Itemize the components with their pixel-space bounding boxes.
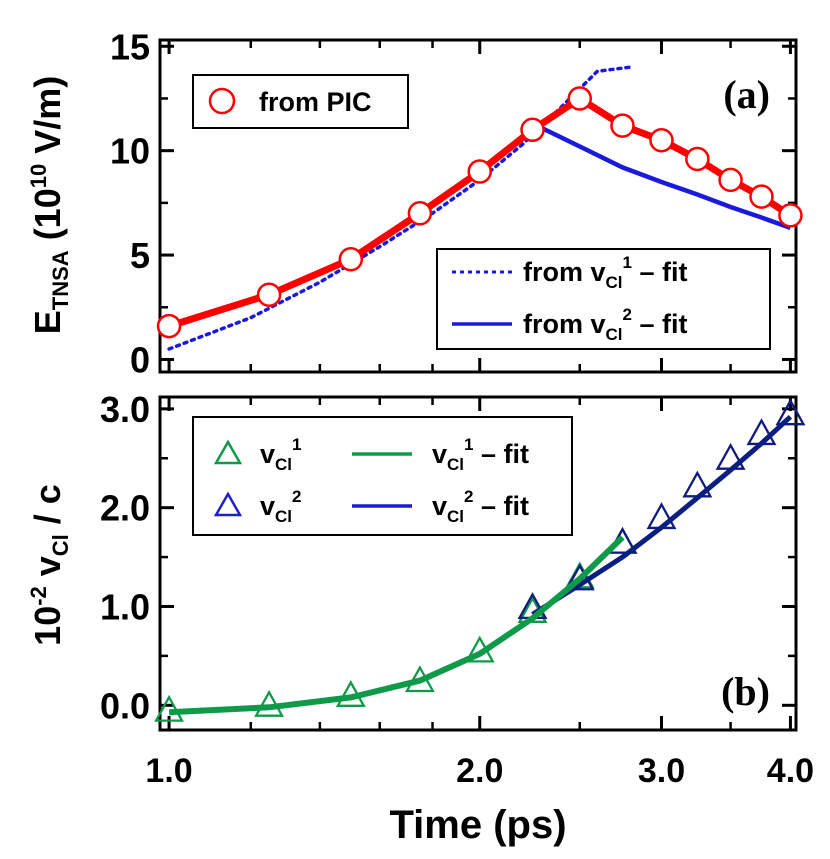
legend-b-box [192, 416, 573, 536]
a-fit2-solid-line [531, 121, 792, 231]
a-pic-point-0 [156, 313, 182, 339]
legend-v1-pre: v [260, 439, 275, 469]
legend-b: vCl1 vCl2 vCl1 – fit vCl2 – fit [192, 416, 573, 536]
ylabel-a-unit-pre: (10 [27, 188, 68, 250]
legend-pic-marker [208, 87, 236, 115]
a-pic-point-5 [520, 117, 545, 143]
legend-fit2-label: from vCl2 – fit [523, 305, 688, 344]
panel-a-series [156, 65, 803, 351]
legend-v2-sub: Cl [275, 507, 292, 526]
b-ytick-label-3: 3.0 [100, 389, 150, 430]
a-ytick-label-3: 15 [110, 26, 150, 67]
legend-fit1-pre: from v [523, 257, 606, 287]
ylabel-a-unit-sup: 10 [26, 164, 51, 188]
a-ytick-label-1: 5 [130, 235, 150, 276]
legend-fit2b-sup: 2 [464, 487, 473, 506]
a-pic-point-12 [778, 203, 803, 228]
a-pic-point-6 [567, 86, 593, 111]
legend-fit1b-sup: 1 [464, 435, 473, 454]
a-ytick-label-2: 10 [110, 131, 150, 172]
x-axis-label: Time (ps) [389, 803, 566, 847]
legend-v1-label: vCl1 [260, 435, 302, 474]
legend-fit2b-label: vCl2 – fit [432, 487, 529, 526]
a-pic-point-2 [338, 246, 364, 272]
legend-fit1b-label: vCl1 – fit [432, 435, 529, 474]
a-pic-point-7 [610, 113, 635, 138]
legend-bottom-box [436, 248, 771, 350]
legend-fit1b-pre: v [432, 439, 447, 469]
legend-v2-pre: v [260, 491, 275, 521]
panel-b: 0.01.02.03.01.0 2.0 3.0 4.0 (b) vCl1 vCl2 v… [26, 389, 814, 847]
b-fit2-line [531, 414, 793, 617]
legend-fit1-post: – fit [632, 257, 688, 287]
ylabel-a-sub: TNSA [48, 250, 73, 310]
xtick-label-0: 1.0 [145, 752, 192, 790]
b-fit1-line [168, 535, 625, 716]
ylabel-a-unit-post: V/m) [27, 76, 68, 164]
a-pic-point-4 [467, 159, 492, 184]
b-v2-point-1 [564, 563, 595, 591]
ylabel-b-mid: v [27, 556, 68, 586]
legend-fit2b-sub: Cl [447, 507, 464, 526]
legend-fit2b-post: – fit [474, 491, 530, 521]
legend-pic-label: from PIC [259, 87, 372, 117]
legend-fits-a: from vCl1 – fit from vCl2 – fit [436, 248, 771, 350]
xtick-label-1: 2.0 [456, 752, 503, 790]
legend-from-pic: from PIC [192, 74, 409, 129]
a-pic-point-11 [749, 184, 774, 209]
legend-fit2-sup: 2 [623, 305, 632, 324]
b-ytick-label-2: 2.0 [100, 488, 150, 529]
panel-a-ylabel: ETNSA (1010 V/m) [26, 76, 73, 334]
ylabel-b-post: / c [27, 484, 68, 534]
ylabel-b-sub: Cl [48, 534, 73, 556]
b-ytick-label-0: 0.0 [100, 685, 150, 726]
panel-a-ticks: 0 5 10 15 [110, 26, 796, 380]
panel-b-tag: (b) [721, 669, 770, 714]
b-ytick-label-1: 1.0 [100, 586, 150, 627]
legend-fit2b-pre: v [432, 491, 447, 521]
legend-v2-marker [213, 491, 243, 517]
legend-fit1b-sub: Cl [447, 455, 464, 474]
legend-fit2-post: – fit [632, 309, 688, 339]
legend-v1-sup: 1 [292, 435, 301, 454]
panel-a-tag: (a) [723, 72, 770, 117]
a-pic-point-1 [256, 282, 282, 307]
a-pic-point-3 [407, 201, 433, 226]
panel-b-ticks: 0.0 1.0 2.0 3.0 1.0 2.0 3.0 4.0 [100, 389, 814, 790]
panel-b-frame [158, 395, 798, 732]
ylabel-a-main: E [27, 310, 68, 334]
legend-fit2-pre: from v [523, 309, 606, 339]
legend-v2-label: vCl2 [260, 487, 302, 526]
a-ytick-label-0: 0 [130, 339, 150, 380]
panel-b-series [154, 398, 806, 722]
a-pic-point-8 [649, 127, 674, 153]
ylabel-b-pre: 10 [27, 606, 68, 646]
legend-fit2-sub: Cl [606, 325, 623, 344]
legend-fit1-label: from vCl1 – fit [523, 253, 688, 292]
xtick-label-3: 4.0 [767, 752, 814, 790]
b-v2-point-7 [775, 398, 806, 426]
legend-fit1b-post: – fit [474, 439, 530, 469]
legend-v1-sub: Cl [275, 455, 292, 474]
xtick-label-2: 3.0 [638, 752, 685, 790]
a-pic-point-10 [718, 167, 743, 193]
legend-fit1-sub: Cl [606, 273, 623, 292]
panel-b-ylabel: 10-2 vCl / c [26, 484, 73, 646]
ylabel-b-sup: -2 [26, 586, 51, 606]
legend-v2-sup: 2 [292, 487, 301, 506]
legend-v1-marker [213, 439, 243, 465]
a-pic-point-9 [685, 146, 710, 172]
legend-fit1-sup: 1 [623, 253, 632, 272]
